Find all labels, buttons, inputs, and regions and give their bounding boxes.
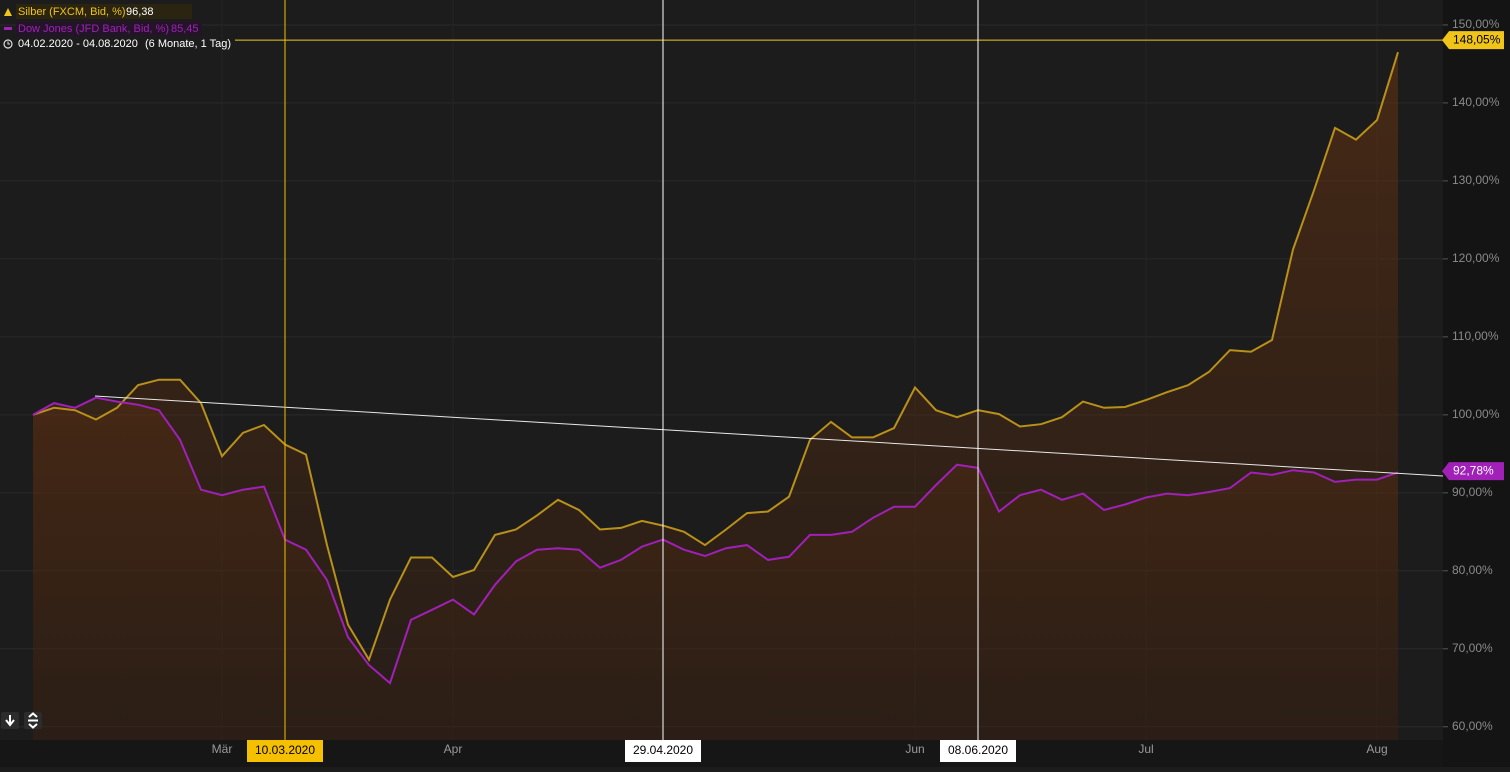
legend-icon <box>4 8 12 16</box>
y-tick-label: 140,00% <box>1452 95 1500 109</box>
scale-icon <box>28 712 38 729</box>
download-icon <box>5 715 15 727</box>
legend-bg <box>16 4 192 19</box>
area <box>33 397 1398 740</box>
last-value-label: 148,05% <box>1453 32 1501 46</box>
y-tick-label: 130,00% <box>1452 173 1500 187</box>
date-range: 04.02.2020 - 04.08.2020 <box>18 38 138 50</box>
y-tick-label: 60,00% <box>1452 719 1493 733</box>
last-value-label: 92,78% <box>1453 463 1494 477</box>
y-tick-label: 110,00% <box>1452 329 1499 343</box>
last-value-tag <box>1442 31 1504 50</box>
clock-icon <box>7 41 10 45</box>
period: (6 Monate, 1 Tag) <box>145 38 231 50</box>
legend-value: 96,38 <box>126 6 154 18</box>
series-line <box>32 51 1399 663</box>
y-axis-panel <box>1443 0 1510 767</box>
x-tick-label: Jul <box>1138 742 1153 756</box>
y-tick-label: 150,00% <box>1452 17 1500 31</box>
legend-label: Dow Jones (JFD Bank, Bid, %) <box>18 23 169 35</box>
marker-label-bg <box>247 740 323 762</box>
marker-label-bg <box>940 740 1016 762</box>
marker-label: 29.04.2020 <box>633 743 693 757</box>
trend-line <box>94 395 1444 477</box>
legend-label: Silber (FXCM, Bid, %) <box>18 6 126 18</box>
legend-bg <box>16 21 202 36</box>
series-line <box>32 396 1399 685</box>
y-tick-label: 100,00% <box>1452 407 1500 421</box>
y-tick-label: 90,00% <box>1452 485 1493 499</box>
y-tick-label: 70,00% <box>1452 641 1493 655</box>
y-tick-label: 80,00% <box>1452 563 1493 577</box>
legend-value: 85,45 <box>171 23 199 35</box>
marker-label-bg <box>625 740 701 762</box>
y-tick-label: 120,00% <box>1452 251 1500 265</box>
x-tick-label: Apr <box>444 742 463 756</box>
legend-icon <box>4 27 12 30</box>
clock-icon <box>3 39 13 49</box>
x-tick-label: Aug <box>1366 742 1387 756</box>
x-axis-panel <box>0 740 1443 767</box>
marker-label: 10.03.2020 <box>255 743 315 757</box>
last-value-tag <box>1442 462 1504 481</box>
marker-label: 08.06.2020 <box>948 743 1008 757</box>
x-tick-label: Mär <box>212 742 233 756</box>
x-tick-label: Jun <box>905 742 924 756</box>
